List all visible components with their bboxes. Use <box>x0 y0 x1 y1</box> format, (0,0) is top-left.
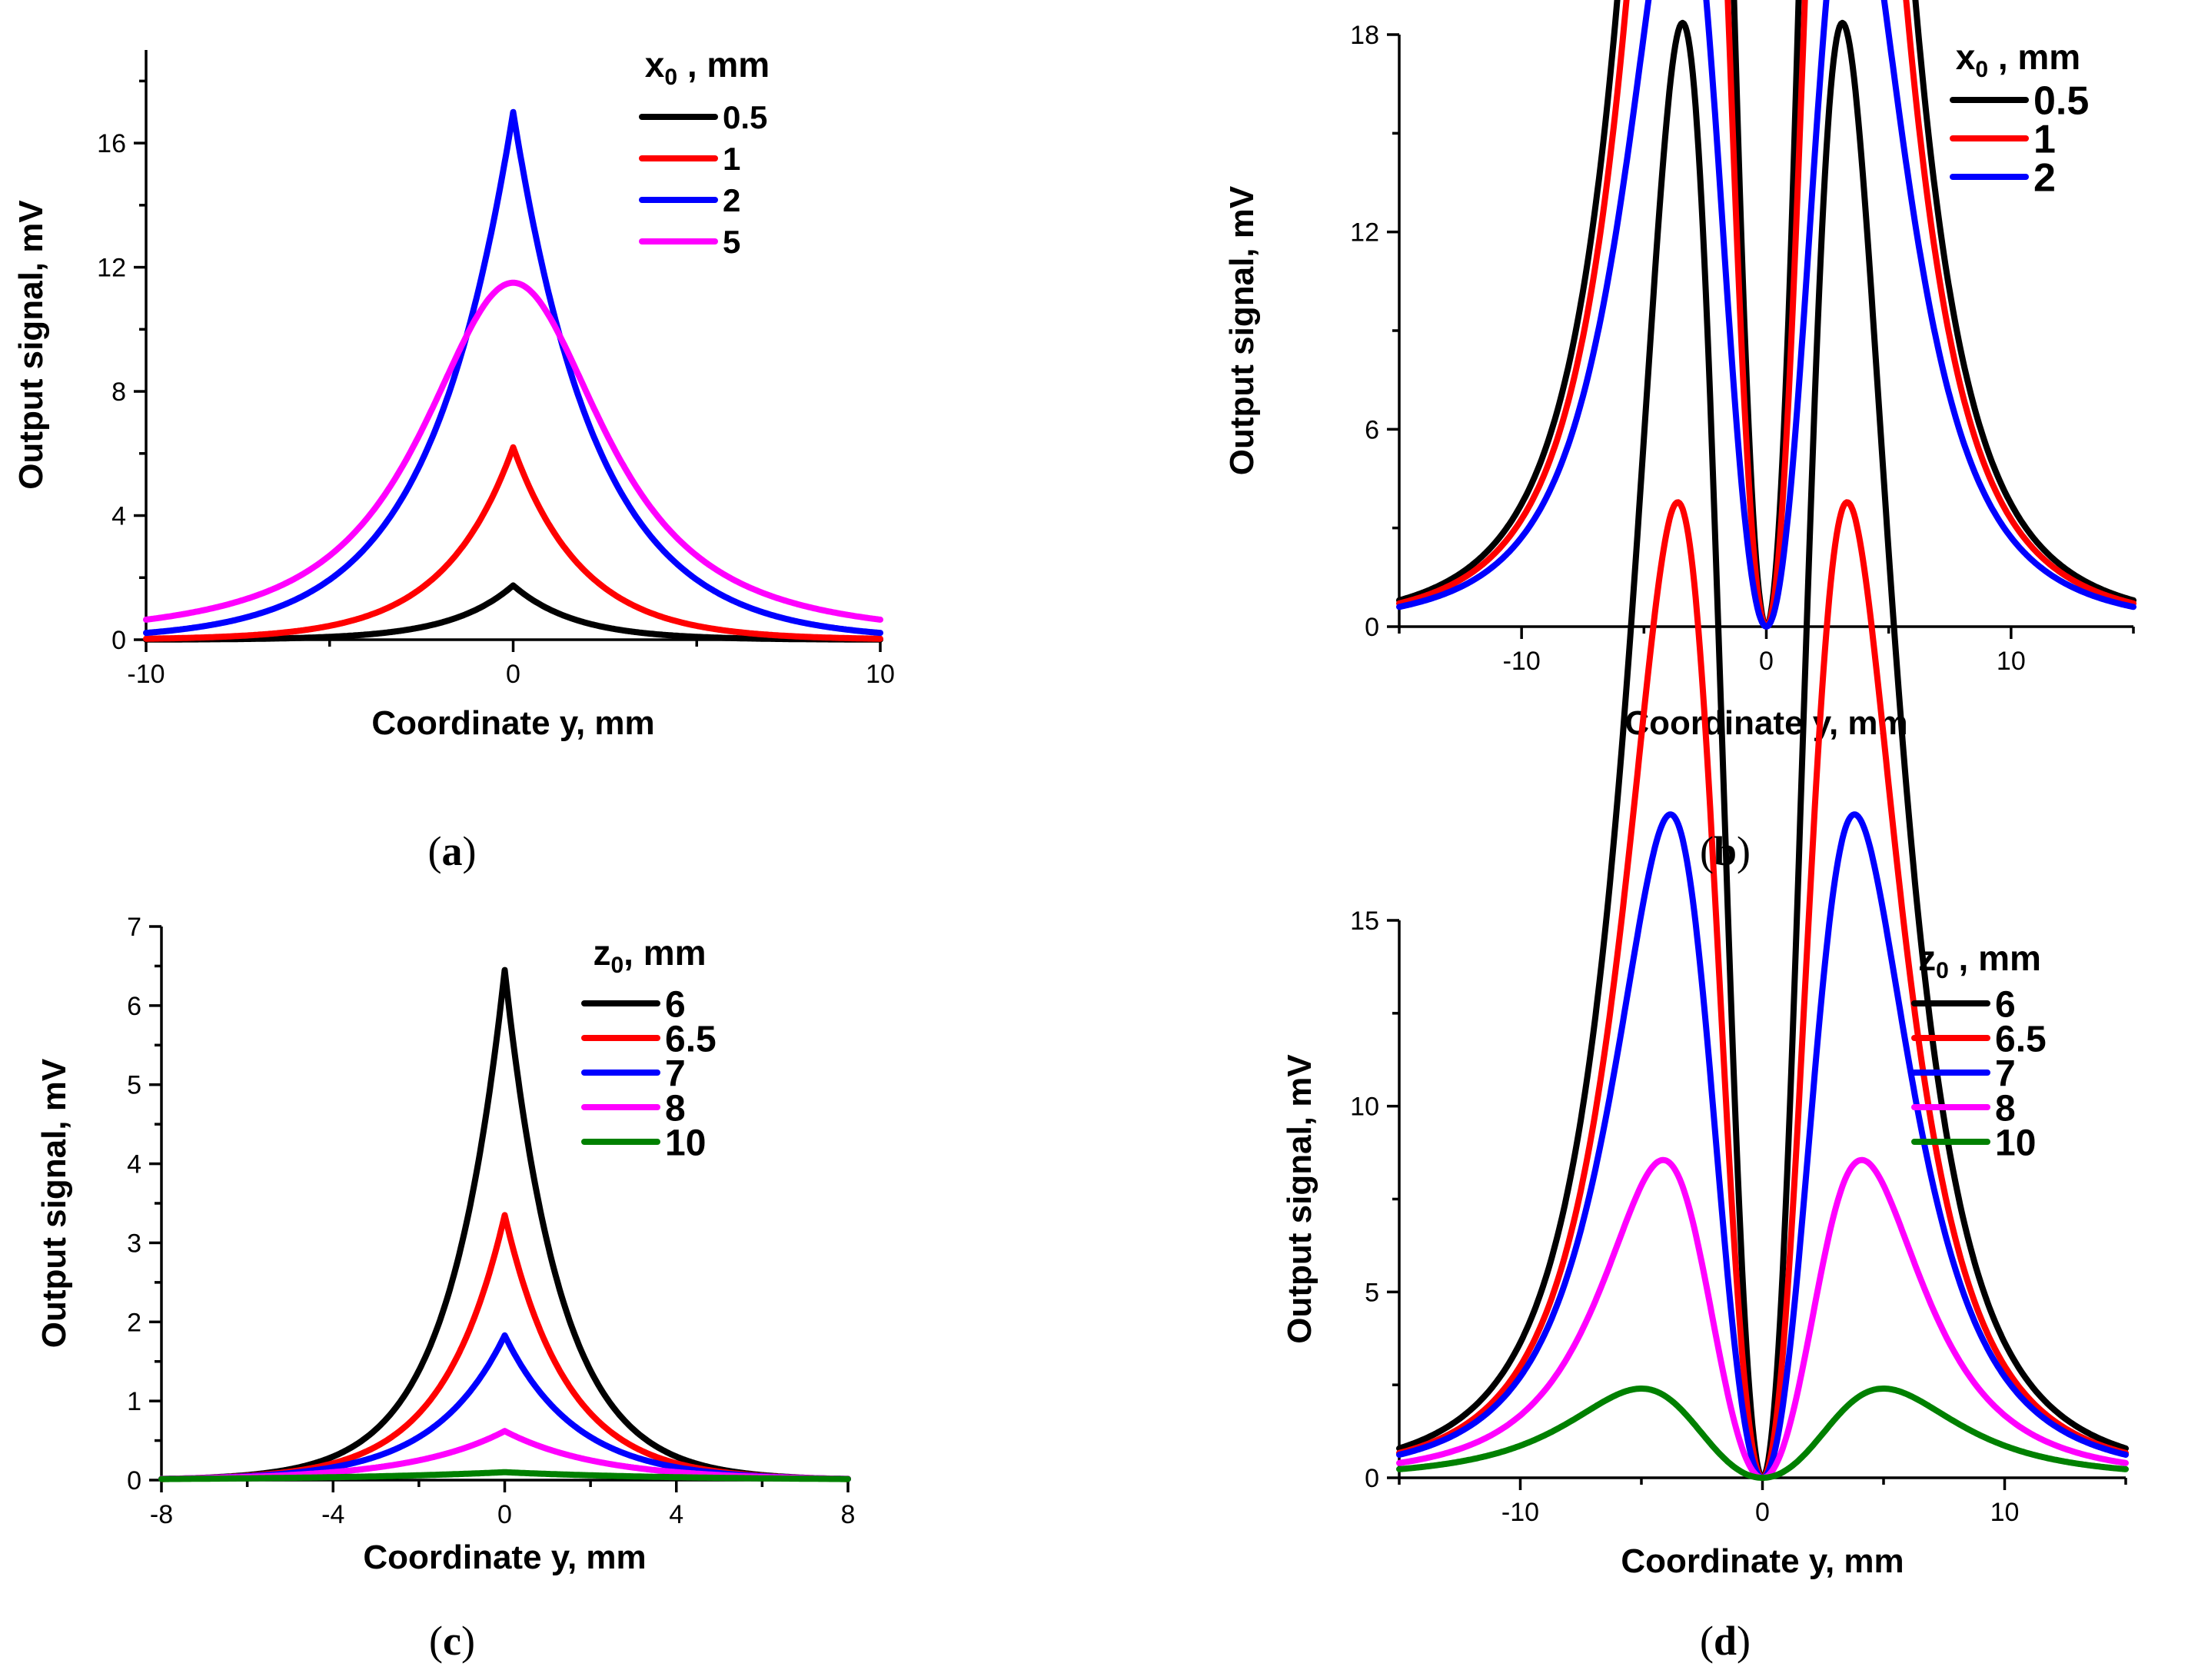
x-tick-label: 10 <box>866 660 895 689</box>
y-tick-label: 2 <box>127 1308 141 1337</box>
panel-label-a: (a) <box>428 828 477 874</box>
y-tick-label: 18 <box>1350 21 1379 50</box>
legend-label-8: 8 <box>665 1088 686 1129</box>
legend-label-6.5: 6.5 <box>1995 1019 2047 1060</box>
legend-title: z0, mm <box>593 933 706 978</box>
y-tick-label: 5 <box>127 1071 141 1100</box>
legend-label-2: 2 <box>723 182 740 218</box>
legend-label-5: 5 <box>723 224 740 260</box>
series-line-2 <box>143 108 883 637</box>
x-tick-label: -10 <box>127 660 165 689</box>
x-axis-title: Coordinate y, mm <box>1624 704 1907 742</box>
y-axis-title: Output signal, mV <box>1281 1054 1318 1344</box>
y-tick-label: 1 <box>127 1387 141 1416</box>
x-tick-label: 0 <box>506 660 520 689</box>
series-line-0.5 <box>143 582 883 643</box>
y-tick-label: 16 <box>97 129 126 158</box>
legend-title: x0 , mm <box>1956 37 2080 82</box>
series-line-7 <box>158 1332 851 1482</box>
legend-label-0.5: 0.5 <box>2033 79 2089 124</box>
legend-label-6.5: 6.5 <box>665 1019 717 1060</box>
legend-label-10: 10 <box>665 1123 706 1163</box>
y-tick-label: 0 <box>127 1466 141 1495</box>
panel-label-b: (b) <box>1700 828 1751 874</box>
x-tick-label: 0 <box>1759 647 1774 676</box>
x-axis-title: Coordinate y, mm <box>1621 1542 1904 1580</box>
x-tick-label: -10 <box>1503 647 1541 676</box>
x-tick-label: 4 <box>669 1500 683 1529</box>
y-tick-label: 4 <box>111 502 126 531</box>
series-line-2 <box>1396 0 2136 630</box>
y-tick-label: 12 <box>1350 218 1379 248</box>
y-tick-label: 8 <box>111 378 126 407</box>
y-tick-label: 6 <box>127 992 141 1021</box>
y-axis-title: Output signal, mV <box>1223 185 1261 475</box>
y-tick-label: 0 <box>1365 1464 1379 1493</box>
chart-panel-c: 0 1 2 3 4 5 6 7 -8 -4 0 4 8 Coordinate y, mm Output si… <box>35 913 855 1576</box>
series-line-10 <box>1396 1386 2129 1481</box>
series-line-5 <box>143 279 883 623</box>
series-line-1 <box>143 444 883 642</box>
y-tick-label: 12 <box>97 254 126 283</box>
x-tick-label: -4 <box>321 1500 344 1529</box>
y-tick-label: 0 <box>1365 613 1379 642</box>
series-line-8 <box>1396 1156 2129 1481</box>
y-tick-label: 10 <box>1350 1093 1379 1122</box>
chart-panel-b: 0 6 12 18 -10 0 10 Coordinate y, mm Output signa… <box>1223 0 2136 742</box>
x-tick-label: 8 <box>841 1500 856 1529</box>
legend-label-7: 7 <box>665 1053 686 1094</box>
legend-title: x0 , mm <box>645 45 770 90</box>
y-axis-title: Output signal, mV <box>12 200 50 490</box>
series-line-6 <box>1396 19 2129 1481</box>
y-axis-title: Output signal, mV <box>35 1058 73 1348</box>
legend-label-6: 6 <box>1995 984 2016 1025</box>
x-axis-title: Coordinate y, mm <box>371 704 654 742</box>
legend-label-8: 8 <box>1995 1088 2016 1129</box>
legend-label-1: 1 <box>723 141 740 177</box>
x-tick-label: 0 <box>1755 1498 1770 1527</box>
y-tick-label: 15 <box>1350 907 1379 936</box>
x-tick-label: -8 <box>150 1500 173 1529</box>
y-tick-label: 7 <box>127 913 141 942</box>
x-tick-label: 0 <box>497 1500 512 1529</box>
panel-label-d: (d) <box>1700 1618 1751 1664</box>
legend-label-2: 2 <box>2033 156 2056 201</box>
x-tick-label: 10 <box>1990 1498 2020 1527</box>
y-tick-label: 3 <box>127 1229 141 1258</box>
series-line-6.5 <box>158 1212 851 1482</box>
x-axis-title: Coordinate y, mm <box>363 1539 646 1576</box>
x-tick-label: 10 <box>1997 647 2026 676</box>
series-line-1 <box>1396 0 2136 630</box>
legend-label-10: 10 <box>1995 1123 2036 1163</box>
legend-label-7: 7 <box>1995 1053 2016 1094</box>
x-tick-label: -10 <box>1501 1498 1539 1527</box>
y-tick-label: 4 <box>127 1150 141 1179</box>
y-tick-label: 6 <box>1365 415 1379 444</box>
legend-label-6: 6 <box>665 984 686 1025</box>
y-tick-label: 0 <box>111 626 126 655</box>
y-tick-label: 5 <box>1365 1278 1379 1307</box>
panel-label-c: (c) <box>429 1618 475 1664</box>
legend-title: z0 , mm <box>1918 938 2041 983</box>
legend-label-0.5: 0.5 <box>723 99 767 135</box>
series-line-10 <box>158 1469 851 1482</box>
legend-label-1: 1 <box>2033 118 2056 162</box>
